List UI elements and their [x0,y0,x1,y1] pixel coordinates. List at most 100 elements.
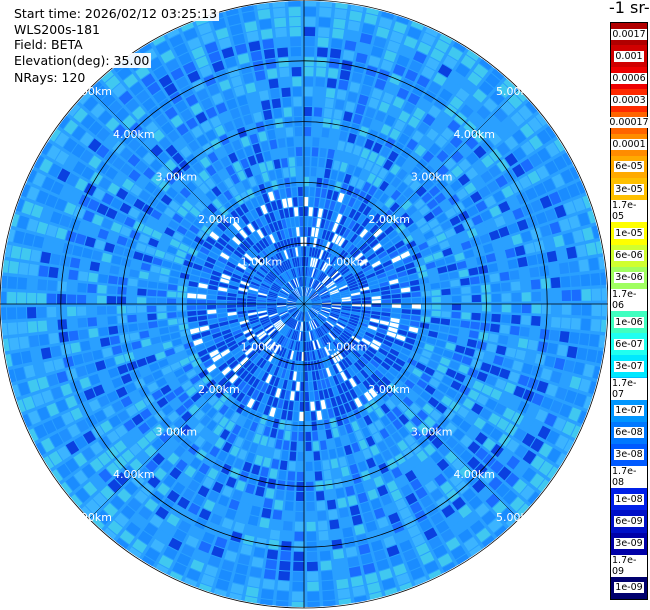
range-gate-cell [159,431,172,444]
range-gate-cell [451,304,461,311]
range-gate-cell [200,427,212,440]
range-gate-cell [287,301,297,304]
range-gate-cell [338,79,349,91]
colorbar-tick-label: 6e-05 [614,161,644,173]
range-gate-cell [229,198,239,209]
range-gate-cell [547,466,559,480]
range-gate-cell [260,285,270,291]
range-gate-cell [386,353,397,362]
range-gate-cell [46,373,59,387]
range-gate-cell [364,572,379,585]
colorbar-tick-label: 6e-07 [614,338,644,350]
range-gate-cell [304,147,311,157]
range-gate-cell [304,57,315,67]
range-gate-cell [284,501,294,511]
range-gate-cell [128,323,139,332]
range-gate-cell [201,32,216,45]
range-gate-cell [213,372,224,383]
range-gate-cell [179,272,190,280]
range-gate-cell [291,292,299,299]
range-gate-cell [234,332,244,339]
range-gate-cell [227,540,240,553]
range-gate-cell [392,362,403,372]
range-gate-cell [538,460,554,476]
range-gate-cell [337,588,351,599]
range-gate-cell [11,213,20,227]
range-gate-cell [110,221,123,234]
range-gate-cell [77,306,87,316]
range-gate-cell [345,485,355,497]
range-gate-cell [176,123,189,136]
range-gate-cell [336,578,349,590]
range-gate-cell [304,237,307,247]
range-gate-cell [116,235,128,246]
range-gate-cell [293,541,304,551]
range-gate-cell [563,359,575,373]
range-gate-cell [319,348,325,359]
range-gate-cell [87,306,97,316]
range-gate-cell [164,391,177,403]
range-gate-cell [304,287,307,297]
range-gate-cell [258,332,267,340]
colorbar-tick-label: 0.0006 [611,72,647,84]
range-gate-cell [256,391,265,402]
range-gate-cell [397,401,408,413]
range-gate-cell [236,148,246,160]
range-gate-cell [325,158,333,169]
range-gate-cell [172,152,185,165]
range-gate-cell [397,329,408,336]
range-gate-cell [323,389,330,399]
range-gate-cell [2,260,10,273]
range-gate-cell [18,336,30,349]
range-gate-cell [177,496,190,510]
range-gate-cell [266,340,274,349]
range-gate-cell [347,323,357,330]
range-gate-cell [277,357,284,367]
range-gate-cell [386,480,398,493]
colorbar-tick: 0.00017 [608,111,650,134]
range-gate-cell [350,313,360,319]
range-gate-cell [340,183,349,194]
range-gate-cell [195,343,206,352]
range-gate-cell [338,361,346,371]
range-gate-cell [349,338,359,346]
colorbar-tick-label: 1.7e-06 [611,288,647,311]
range-gate-cell [322,590,336,601]
range-gate-cell [231,347,241,356]
range-gate-cell [91,250,103,261]
range-gate-cell [287,306,297,311]
range-gate-cell [27,292,37,304]
range-gate-cell [27,307,37,319]
range-gate-cell [491,304,501,313]
range-gate-cell [230,210,240,221]
range-gate-cell [73,107,88,123]
range-gate-cell [315,317,323,325]
range-gate-cell [490,283,501,292]
range-gate-cell [600,319,607,333]
range-gate-cell [393,339,404,347]
range-gate-cell [147,305,157,313]
colorbar-tick: 6e-07 [611,333,647,356]
range-gate-cell [461,286,471,294]
range-gate-cell [228,315,238,321]
range-gate-cell [206,363,217,373]
range-gate-cell [225,213,236,224]
range-gate-cell [209,279,219,286]
range-gate-cell [257,9,271,20]
range-gate-cell [378,348,389,356]
range-gate-cell [327,318,337,324]
range-gate-cell [550,277,561,289]
range-gate-cell [210,275,220,282]
range-gate-cell [234,350,244,359]
range-gate-cell [395,334,406,342]
range-gate-cell [155,40,171,55]
range-gate-cell [217,237,228,247]
range-gate-cell [321,570,333,581]
range-gate-cell [260,226,268,237]
range-gate-cell [475,503,490,518]
range-gate-cell [79,403,92,417]
range-gate-cell [293,561,304,571]
range-gate-cell [354,595,367,603]
range-gate-cell [328,58,340,69]
range-gate-cell [556,344,568,357]
